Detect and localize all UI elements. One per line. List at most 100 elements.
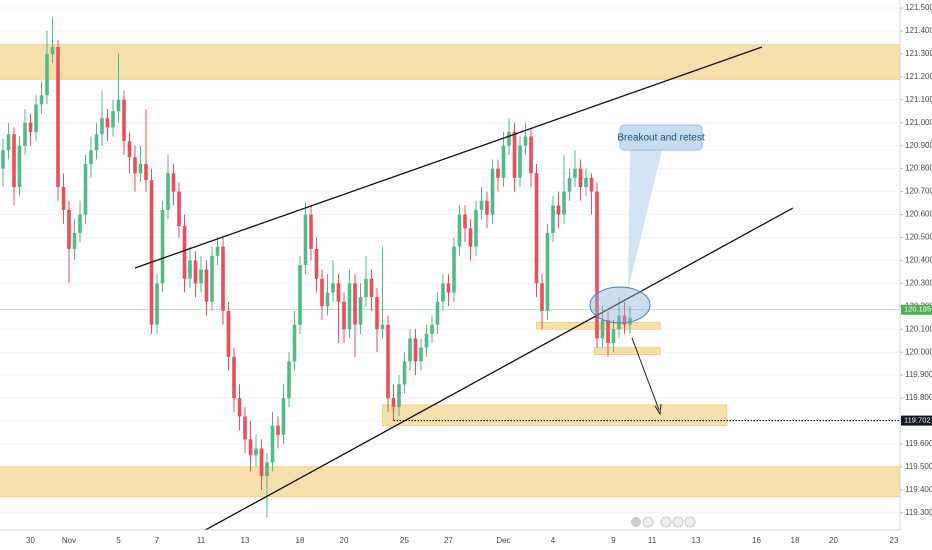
candle-body: [226, 310, 231, 357]
candle-body: [578, 168, 583, 187]
candle-body: [347, 283, 352, 330]
candle-body: [237, 398, 242, 417]
price-marker-label: 119.702: [904, 416, 931, 425]
y-tick-label: 121.100: [905, 95, 932, 104]
candle-body: [287, 361, 291, 399]
price-marker-label: 120.185: [904, 305, 931, 314]
candle-body: [270, 425, 275, 463]
icon[interactable]: [631, 517, 641, 527]
candle-body: [221, 246, 225, 311]
price-marker-box: [901, 304, 932, 315]
candle-body: [342, 301, 346, 330]
x-tick-label: 5: [116, 536, 121, 545]
icon[interactable]: [660, 516, 672, 528]
x-tick-label: 13: [692, 536, 701, 545]
candle-body: [232, 356, 236, 399]
candle-body: [452, 246, 456, 293]
candle-body: [89, 150, 93, 165]
y-tick-label: 121.400: [905, 26, 932, 35]
arrow-head: [654, 403, 662, 416]
y-tick-label: 120.600: [905, 210, 932, 219]
candle-body: [424, 333, 429, 348]
x-tick-label: Nov: [62, 536, 76, 545]
candle-body: [501, 145, 506, 178]
candle-body: [243, 416, 247, 440]
y-tick-label: 120.300: [905, 278, 932, 287]
y-tick-label: 119.400: [905, 485, 932, 494]
x-tick-label: 13: [241, 536, 250, 545]
x-tick-label: 7: [155, 536, 160, 545]
candle-body: [248, 439, 253, 456]
candle-body: [122, 99, 126, 142]
x-tick-label: 18: [296, 536, 305, 545]
candle-body: [529, 136, 533, 174]
x-tick-label: 23: [890, 536, 899, 545]
candle-body: [199, 269, 203, 284]
y-tick-label: 121.300: [905, 49, 932, 58]
candle-body: [28, 122, 33, 132]
candle-body: [331, 283, 335, 293]
candle-body: [166, 173, 170, 210]
plot-area: [0, 7, 900, 530]
candle-body: [182, 225, 187, 279]
y-tick-label: 120.800: [905, 164, 932, 173]
candle-body: [17, 145, 22, 187]
candle-body: [23, 122, 27, 146]
candle-body: [45, 53, 49, 96]
candle-body: [534, 173, 539, 284]
candle-body: [617, 315, 621, 330]
candle-body: [116, 99, 121, 112]
candle-body: [6, 134, 11, 151]
candle-body: [518, 145, 522, 178]
candle-body: [595, 191, 599, 339]
y-tick-label: 119.900: [905, 370, 932, 379]
candle-body: [127, 141, 132, 158]
candle-body: [512, 131, 517, 178]
x-tick-label: 20: [340, 536, 349, 545]
candle-body: [551, 205, 555, 233]
candle-body: [100, 118, 104, 135]
candle-body: [67, 209, 71, 249]
candle-body: [39, 95, 44, 105]
candle-body: [94, 134, 99, 151]
x-tick-label: Dec: [496, 536, 510, 545]
y-tick-label: 121.000: [905, 118, 932, 127]
candle-body: [298, 265, 302, 325]
arrow: [631, 337, 660, 411]
candle-body: [265, 462, 269, 477]
y-tick-label: 120.000: [905, 347, 932, 356]
y-tick-label: 119.600: [905, 439, 932, 448]
toolbar-icons: [631, 516, 696, 528]
x-tick-label: 27: [444, 536, 453, 545]
candle-body: [589, 177, 594, 192]
candle-body: [215, 246, 220, 256]
candle-body: [413, 338, 418, 362]
candle-body: [567, 177, 572, 192]
x-tick-label: 25: [400, 536, 409, 545]
icon[interactable]: [672, 516, 684, 528]
icon[interactable]: [684, 516, 696, 528]
candle-body: [281, 398, 286, 435]
candle-body: [254, 448, 258, 456]
x-tick-label: 16: [752, 536, 761, 545]
y-tick-label: 120.100: [905, 324, 932, 333]
retest-highlight: [589, 286, 651, 324]
candle-body: [435, 301, 440, 325]
candle-body: [314, 248, 319, 279]
candle-body: [320, 278, 324, 307]
candle-body: [171, 173, 176, 192]
candle-body: [485, 200, 489, 215]
candle-body: [611, 329, 616, 344]
candle-body: [309, 214, 313, 249]
icon[interactable]: [642, 516, 654, 528]
candle-body: [402, 361, 407, 385]
candle-body: [490, 168, 495, 215]
zone: [593, 347, 661, 355]
candle-body: [562, 191, 566, 215]
price-marker-box: [901, 415, 932, 426]
x-tick-label: 11: [197, 536, 206, 545]
y-tick-label: 120.400: [905, 256, 932, 265]
candle-body: [144, 164, 148, 181]
candle-body: [193, 260, 198, 284]
candle-body: [56, 47, 60, 187]
